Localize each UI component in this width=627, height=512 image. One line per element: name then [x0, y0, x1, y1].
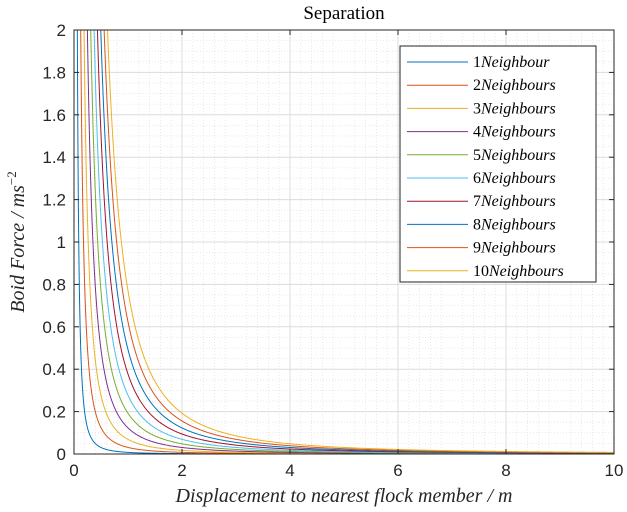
series-line-6 [93, 29, 615, 454]
legend-label-name: Neighbours [480, 100, 556, 117]
legend-label: 3Neighbours [473, 100, 556, 117]
x-tick-label: 8 [501, 461, 510, 480]
legend-label-number: 5 [473, 147, 481, 164]
y-tick-label: 1 [57, 233, 66, 252]
legend-label-number: 8 [473, 216, 481, 233]
series-line-9 [103, 29, 615, 454]
legend-label-number: 2 [473, 77, 481, 94]
x-tick-label: 0 [69, 461, 78, 480]
series-line-7 [96, 29, 615, 454]
legend-label: 8Neighbours [473, 216, 556, 233]
legend-label-name: Neighbours [488, 263, 564, 280]
y-tick-label: 0.2 [42, 403, 66, 422]
legend-label-name: Neighbours [480, 170, 556, 187]
y-axis-label-text: Boid Force / ms [7, 185, 29, 313]
legend-label-number: 3 [473, 100, 481, 117]
y-tick-label: 1.8 [42, 63, 66, 82]
legend-label-number: 9 [473, 240, 481, 257]
legend-label: 10Neighbours [473, 263, 564, 280]
legend-label-number: 10 [473, 263, 489, 280]
legend-label-name: Neighbours [480, 77, 556, 94]
legend-label: 7Neighbours [473, 193, 556, 210]
tick-marks [73, 29, 615, 455]
legend-label: 9Neighbours [473, 240, 556, 257]
series-line-8 [100, 29, 615, 454]
x-tick-label: 4 [285, 461, 294, 480]
legend-label: 2Neighbours [473, 77, 556, 94]
y-tick-label: 2 [57, 21, 66, 40]
legend-label: 4Neighbours [473, 124, 556, 141]
x-tick-label: 10 [605, 461, 624, 480]
legend-label-name: Neighbours [480, 124, 556, 141]
y-tick-labels: 0 0.2 0.4 0.6 0.8 1 1.2 1.4 1.6 1.8 2 [42, 21, 66, 464]
legend-label-name: Neighbours [480, 193, 556, 210]
y-tick-label: 0.4 [42, 360, 66, 379]
y-axis-label-exponent: −2 [4, 171, 19, 185]
legend-label-name: Neighbours [480, 147, 556, 164]
series-line-10 [107, 29, 615, 453]
x-axis-label: Displacement to nearest flock member / m [175, 485, 513, 507]
legend-label-number: 7 [473, 193, 481, 210]
legend-label: 1Neighbour [473, 54, 550, 71]
y-tick-label: 0 [57, 445, 66, 464]
legend-label-name: Neighbour [480, 54, 550, 71]
legend-label-name: Neighbours [480, 240, 556, 257]
y-tick-label: 0.6 [42, 318, 66, 337]
x-tick-label: 6 [393, 461, 402, 480]
y-tick-label: 0.8 [42, 275, 66, 294]
legend-label: 5Neighbours [473, 147, 556, 164]
legend-label-number: 6 [473, 170, 481, 187]
legend-label-number: 1 [473, 54, 481, 71]
legend-label: 6Neighbours [473, 170, 556, 187]
series-lines [76, 29, 615, 455]
legend-label-name: Neighbours [480, 216, 556, 233]
series-line-5 [90, 29, 614, 455]
y-tick-label: 1.2 [42, 191, 66, 210]
legend: 1Neighbour2Neighbours3Neighbours4Neighbo… [399, 45, 597, 283]
series-line-4 [86, 29, 614, 455]
y-tick-label: 1.6 [42, 106, 66, 125]
legend-label-number: 4 [473, 124, 481, 141]
chart-title: Separation [303, 3, 385, 24]
y-axis-label: Boid Force / ms−2 [4, 171, 29, 312]
x-tick-label: 2 [177, 461, 186, 480]
x-tick-labels: 0 2 4 6 8 10 [69, 461, 623, 480]
y-tick-label: 1.4 [42, 148, 66, 167]
